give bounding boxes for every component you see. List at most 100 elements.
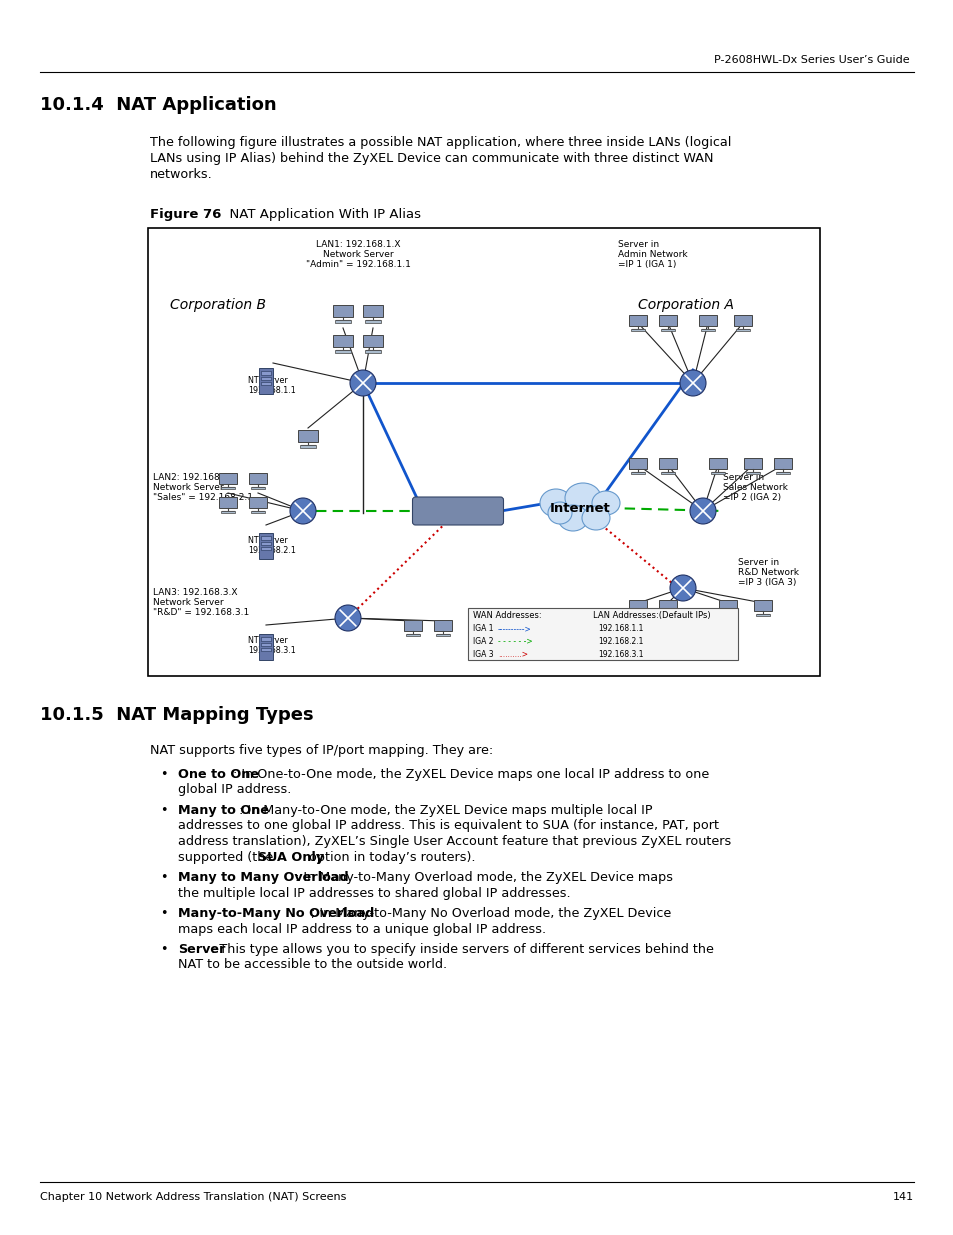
Bar (719, 600, 737, 610)
Bar (755, 614, 769, 616)
Bar (700, 329, 715, 331)
Ellipse shape (564, 483, 600, 513)
Text: •: • (160, 871, 168, 884)
Text: Admin Network: Admin Network (618, 249, 687, 259)
Text: option in today’s routers).: option in today’s routers). (304, 851, 475, 863)
Bar (365, 320, 380, 324)
Text: Server in: Server in (618, 240, 659, 249)
Text: LAN1: 192.168.1.X: LAN1: 192.168.1.X (315, 240, 400, 249)
Text: IGA 1: IGA 1 (473, 624, 496, 634)
Text: Figure 76: Figure 76 (150, 207, 221, 221)
Bar (219, 473, 236, 484)
Bar (251, 511, 265, 514)
Bar (335, 320, 351, 324)
Bar (363, 305, 382, 317)
Ellipse shape (592, 492, 619, 515)
Text: IGA 3: IGA 3 (473, 650, 496, 659)
Text: SUA Only: SUA Only (258, 851, 324, 863)
FancyBboxPatch shape (412, 496, 503, 525)
Text: Server in: Server in (722, 473, 763, 482)
Text: address translation), ZyXEL’s Single User Account feature that previous ZyXEL ro: address translation), ZyXEL’s Single Use… (178, 835, 731, 848)
Text: Chapter 10 Network Address Translation (NAT) Screens: Chapter 10 Network Address Translation (… (40, 1192, 346, 1202)
Bar (630, 472, 644, 474)
Text: WAN Addresses:: WAN Addresses: (473, 611, 541, 620)
Text: P-2608HWL-Dx Series User’s Guide: P-2608HWL-Dx Series User’s Guide (714, 56, 909, 65)
Bar (249, 498, 267, 508)
Bar (261, 642, 271, 646)
Circle shape (350, 370, 375, 396)
Circle shape (290, 498, 315, 524)
Text: Network Server: Network Server (152, 598, 223, 606)
Bar (660, 329, 675, 331)
Text: LAN Addresses:(Default IPs): LAN Addresses:(Default IPs) (593, 611, 710, 620)
Text: networks.: networks. (150, 168, 213, 182)
Text: Internet: Internet (549, 501, 610, 515)
Bar (628, 458, 646, 469)
Bar (219, 498, 236, 508)
Text: =IP 3 (IGA 3): =IP 3 (IGA 3) (738, 578, 796, 587)
Bar (628, 315, 646, 326)
Bar (659, 458, 677, 469)
Text: Network Server: Network Server (322, 249, 393, 259)
Bar (261, 372, 271, 374)
Bar (660, 614, 675, 616)
Bar (660, 472, 675, 474)
Text: •: • (160, 944, 168, 956)
Bar (775, 472, 789, 474)
Text: The following figure illustrates a possible NAT application, where three inside : The following figure illustrates a possi… (150, 136, 731, 149)
Text: Many to One: Many to One (178, 804, 269, 818)
Bar (220, 511, 235, 514)
Bar (708, 458, 726, 469)
Bar (743, 458, 761, 469)
Bar (628, 600, 646, 610)
Circle shape (335, 605, 360, 631)
Text: NT Server: NT Server (248, 636, 288, 645)
Text: "R&D" = 192.168.3.1: "R&D" = 192.168.3.1 (152, 608, 249, 618)
Bar (333, 335, 353, 347)
Bar (363, 335, 382, 347)
Ellipse shape (539, 489, 572, 517)
Bar (335, 351, 351, 353)
Text: 192.168.3.1: 192.168.3.1 (248, 646, 295, 655)
Bar (659, 600, 677, 610)
Text: 10.1.4  NAT Application: 10.1.4 NAT Application (40, 96, 276, 114)
Bar (773, 458, 791, 469)
Bar (659, 315, 677, 326)
Text: : In Many-to-Many Overload mode, the ZyXEL Device maps: : In Many-to-Many Overload mode, the ZyX… (294, 871, 672, 884)
Bar (220, 487, 235, 489)
Text: : In Many-to-One mode, the ZyXEL Device maps multiple local IP: : In Many-to-One mode, the ZyXEL Device … (239, 804, 652, 818)
Bar (261, 377, 271, 379)
Text: Many-to-Many No Overload: Many-to-Many No Overload (178, 906, 374, 920)
Text: NT Server: NT Server (248, 375, 288, 385)
Text: 192.168.3.1: 192.168.3.1 (598, 650, 643, 659)
Text: "Sales" = 192.168.2.1: "Sales" = 192.168.2.1 (152, 493, 253, 501)
Text: R&D Network: R&D Network (738, 568, 799, 577)
Text: =IP 2 (IGA 2): =IP 2 (IGA 2) (722, 493, 781, 501)
Circle shape (689, 498, 716, 524)
Bar (468, 608, 738, 659)
Text: Sales Network: Sales Network (722, 483, 787, 492)
Text: : In One-to-One mode, the ZyXEL Device maps one local IP address to one: : In One-to-One mode, the ZyXEL Device m… (233, 768, 709, 781)
Bar (333, 305, 353, 317)
Text: Server: Server (178, 944, 225, 956)
Text: LAN2: 192.168.2.X: LAN2: 192.168.2.X (152, 473, 237, 482)
Circle shape (669, 576, 696, 601)
Bar (365, 351, 380, 353)
Text: LANs using IP Alias) behind the ZyXEL Device can communicate with three distinct: LANs using IP Alias) behind the ZyXEL De… (150, 152, 713, 165)
Text: =IP 1 (IGA 1): =IP 1 (IGA 1) (618, 261, 676, 269)
Text: "Admin" = 192.168.1.1: "Admin" = 192.168.1.1 (305, 261, 410, 269)
Bar (261, 547, 271, 550)
Text: 192.168.1.1: 192.168.1.1 (248, 387, 295, 395)
Text: •: • (160, 804, 168, 818)
Text: •: • (160, 906, 168, 920)
Text: NAT supports five types of IP/port mapping. They are:: NAT supports five types of IP/port mappi… (150, 743, 493, 757)
Text: Corporation A: Corporation A (638, 298, 733, 312)
Bar (753, 600, 771, 610)
Ellipse shape (581, 506, 609, 530)
Text: Server in: Server in (738, 558, 779, 567)
Text: •: • (160, 768, 168, 781)
Text: maps each local IP address to a unique global IP address.: maps each local IP address to a unique g… (178, 923, 545, 935)
Text: ..........>: ..........> (497, 650, 527, 659)
Bar (297, 430, 317, 442)
Bar (434, 620, 452, 631)
